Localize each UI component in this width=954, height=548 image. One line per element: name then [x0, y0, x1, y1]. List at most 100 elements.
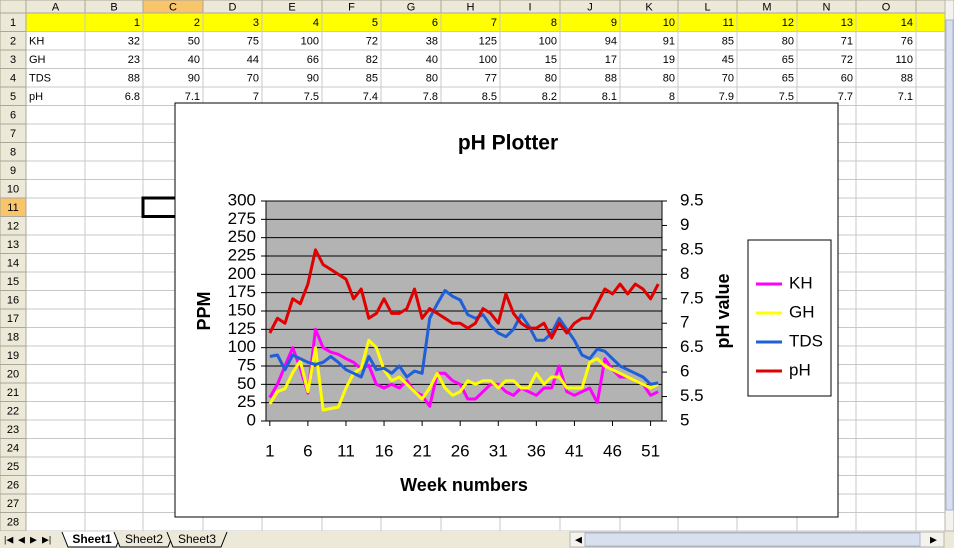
- cell[interactable]: 6.8: [125, 91, 140, 103]
- cell[interactable]: 7.7: [838, 91, 853, 103]
- cell[interactable]: 38: [426, 36, 438, 48]
- y-tick-label: 200: [228, 264, 256, 283]
- cell[interactable]: 80: [782, 36, 794, 48]
- chart-title: pH Plotter: [458, 132, 558, 155]
- cell[interactable]: 8: [551, 17, 557, 29]
- cell[interactable]: 110: [895, 54, 913, 66]
- cell[interactable]: 72: [366, 36, 378, 48]
- scroll-left[interactable]: ◀: [575, 534, 582, 544]
- cell[interactable]: 71: [841, 36, 853, 48]
- cell[interactable]: 75: [247, 36, 259, 48]
- cell[interactable]: 17: [605, 54, 617, 66]
- row-header-label: 1: [10, 17, 16, 29]
- sheet-tab[interactable]: [166, 531, 228, 548]
- row-header-label: 21: [7, 387, 19, 399]
- x-tick-label: 21: [413, 441, 432, 460]
- cell[interactable]: 80: [426, 73, 438, 85]
- cell[interactable]: 32: [128, 36, 140, 48]
- cell[interactable]: 9: [611, 17, 617, 29]
- cell[interactable]: 19: [663, 54, 675, 66]
- cell[interactable]: 5: [372, 17, 378, 29]
- cell[interactable]: 11: [723, 17, 734, 29]
- column-header-label: C: [169, 1, 177, 13]
- sheet-tab-label[interactable]: Sheet2: [125, 532, 163, 546]
- sheet-tab-label[interactable]: Sheet3: [178, 532, 216, 546]
- cell[interactable]: 90: [307, 73, 319, 85]
- cell[interactable]: 7.5: [779, 91, 794, 103]
- cell[interactable]: 65: [782, 73, 794, 85]
- cell[interactable]: 65: [782, 54, 794, 66]
- cell[interactable]: 85: [366, 73, 378, 85]
- cell[interactable]: 91: [663, 36, 675, 48]
- cell[interactable]: 80: [545, 73, 557, 85]
- cell[interactable]: 7.8: [423, 91, 438, 103]
- cell[interactable]: 13: [841, 17, 853, 29]
- cell[interactable]: 40: [188, 54, 200, 66]
- cell[interactable]: 80: [663, 73, 675, 85]
- cell[interactable]: 90: [188, 73, 200, 85]
- scroll-right[interactable]: ▶: [930, 534, 937, 544]
- vertical-scrollbar[interactable]: [944, 0, 954, 532]
- y-tick-label: 50: [237, 374, 256, 393]
- cell[interactable]: 2: [194, 17, 200, 29]
- tab-nav-next[interactable]: ▶: [30, 534, 37, 544]
- tab-nav-first[interactable]: |◀: [4, 534, 13, 544]
- cell[interactable]: 7: [491, 17, 497, 29]
- cell[interactable]: pH: [29, 91, 43, 103]
- cell[interactable]: 100: [479, 54, 497, 66]
- cell[interactable]: 50: [188, 36, 200, 48]
- sheet-tab-label[interactable]: Sheet1: [72, 532, 112, 546]
- cell[interactable]: 7.5: [304, 91, 319, 103]
- cell[interactable]: 10: [663, 17, 675, 29]
- cell[interactable]: 40: [426, 54, 438, 66]
- cell[interactable]: 8: [669, 91, 675, 103]
- cell[interactable]: 4: [313, 17, 319, 29]
- column-header[interactable]: [915, 0, 946, 14]
- cell[interactable]: KH: [29, 36, 44, 48]
- cell[interactable]: 7.4: [363, 91, 378, 103]
- row-header-label: 17: [7, 313, 19, 325]
- cell[interactable]: 76: [901, 36, 913, 48]
- vertical-scroll-thumb[interactable]: [945, 19, 954, 511]
- cell[interactable]: 70: [247, 73, 259, 85]
- cell[interactable]: 23: [128, 54, 140, 66]
- cell[interactable]: 60: [841, 73, 853, 85]
- cell[interactable]: GH: [29, 54, 46, 66]
- cell[interactable]: 6: [432, 17, 438, 29]
- cell[interactable]: 77: [485, 73, 497, 85]
- cell[interactable]: 8.5: [482, 91, 497, 103]
- cell[interactable]: 7.1: [185, 91, 200, 103]
- tab-nav-prev[interactable]: ◀: [18, 534, 25, 544]
- cell[interactable]: 66: [307, 54, 319, 66]
- cell[interactable]: 100: [539, 36, 557, 48]
- y2-tick-label: 8.5: [680, 239, 704, 258]
- cell[interactable]: 125: [479, 36, 497, 48]
- cell[interactable]: 85: [722, 36, 734, 48]
- cell[interactable]: 88: [901, 73, 913, 85]
- cell[interactable]: 8.2: [542, 91, 557, 103]
- tab-nav-last[interactable]: ▶|: [42, 534, 51, 544]
- chart[interactable]: pH Plotter025507510012515017520022525027…: [174, 102, 839, 518]
- cell[interactable]: 94: [605, 36, 617, 48]
- cell[interactable]: TDS: [29, 73, 51, 85]
- cell[interactable]: 8.1: [602, 91, 617, 103]
- cell[interactable]: 7: [253, 91, 259, 103]
- cell[interactable]: 15: [545, 54, 557, 66]
- scroll-thumb[interactable]: [584, 532, 921, 547]
- cell[interactable]: 3: [253, 17, 259, 29]
- cell[interactable]: 14: [901, 17, 913, 29]
- cell[interactable]: 44: [247, 54, 259, 66]
- cell[interactable]: 7.1: [898, 91, 913, 103]
- cell[interactable]: 82: [366, 54, 378, 66]
- cell[interactable]: 7.9: [719, 91, 734, 103]
- cell[interactable]: 88: [605, 73, 617, 85]
- cell[interactable]: 45: [722, 54, 734, 66]
- legend-label: KH: [789, 273, 813, 292]
- cell[interactable]: 70: [722, 73, 734, 85]
- cell[interactable]: 88: [128, 73, 140, 85]
- cell[interactable]: 1: [134, 17, 140, 29]
- cell[interactable]: 100: [301, 36, 319, 48]
- column-header-label: A: [52, 1, 60, 13]
- cell[interactable]: 12: [782, 17, 794, 29]
- cell[interactable]: 72: [841, 54, 853, 66]
